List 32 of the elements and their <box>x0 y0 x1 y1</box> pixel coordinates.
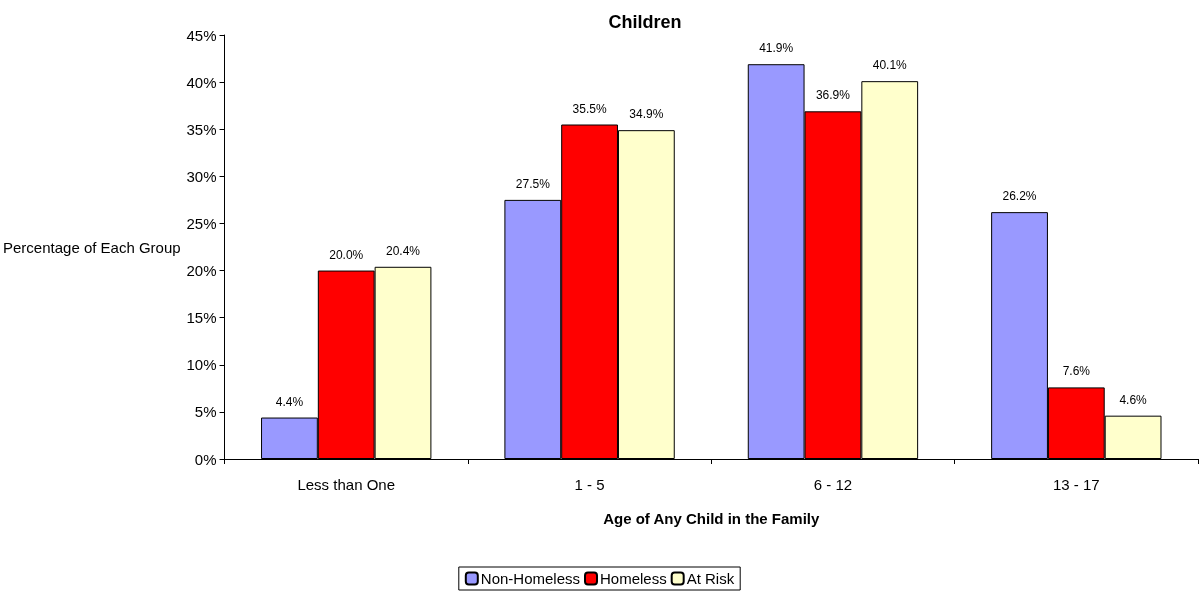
data-label: 7.6% <box>1062 364 1091 379</box>
data-label: 26.2% <box>1002 189 1037 204</box>
data-label: 35.5% <box>572 101 607 116</box>
x-tick-label: 1 - 5 <box>574 476 605 493</box>
data-label: 20.4% <box>385 243 421 258</box>
chart-title: Children <box>608 12 682 32</box>
data-label: 41.9% <box>759 41 794 56</box>
data-label: 34.9% <box>629 107 664 122</box>
x-tick-label: 13 - 17 <box>1052 476 1100 493</box>
y-axis-title: Percentage of Each Group <box>3 238 181 256</box>
y-tick-label: 15% <box>186 309 217 327</box>
x-tick-label: 6 - 12 <box>813 476 853 493</box>
y-tick-label: 25% <box>186 214 217 232</box>
y-tick-label: 0% <box>194 450 217 468</box>
data-label: 20.0% <box>329 247 364 262</box>
y-tick-label: 30% <box>186 167 217 185</box>
y-tick-label: 45% <box>186 26 217 44</box>
legend-label: At Risk <box>686 570 735 587</box>
legend-label: Non-Homeless <box>480 570 581 587</box>
data-label: 4.6% <box>1119 392 1148 407</box>
y-tick-label: 35% <box>186 120 217 138</box>
y-tick-label: 40% <box>186 73 217 91</box>
legend-label: Homeless <box>600 570 667 587</box>
data-label: 40.1% <box>872 58 908 73</box>
data-label: 27.5% <box>515 176 551 191</box>
x-axis-title: Age of Any Child in the Family <box>603 510 820 527</box>
y-tick-label: 5% <box>194 403 217 421</box>
y-tick-label: 10% <box>186 356 217 374</box>
x-tick-label: Less than One <box>297 476 396 493</box>
data-label: 4.4% <box>275 394 304 409</box>
data-label: 36.9% <box>815 88 851 103</box>
y-tick-label: 20% <box>186 262 217 280</box>
